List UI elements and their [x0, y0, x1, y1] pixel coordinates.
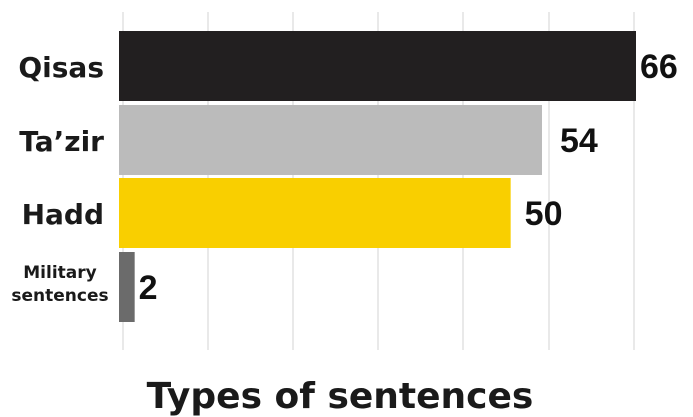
bars: [119, 31, 636, 322]
category-label: Hadd: [22, 198, 104, 231]
bar: [119, 105, 542, 175]
category-label-line: sentences: [11, 286, 108, 306]
bar: [119, 31, 636, 101]
data-label: 50: [525, 195, 563, 233]
data-label: 2: [139, 269, 158, 307]
data-label: 54: [560, 122, 598, 160]
category-label-line: Military: [23, 263, 96, 283]
bar: [119, 178, 511, 248]
bar: [119, 252, 135, 322]
category-label: Military sentences: [11, 263, 108, 306]
category-label: Qisas: [18, 51, 104, 84]
data-label: 66: [640, 48, 678, 86]
labels: 66 Qisas 54 Ta’zir 50 Hadd 2 Military sentences: [11, 48, 677, 307]
x-axis-title: Types of sentences: [147, 376, 534, 417]
category-label: Ta’zir: [19, 125, 104, 158]
